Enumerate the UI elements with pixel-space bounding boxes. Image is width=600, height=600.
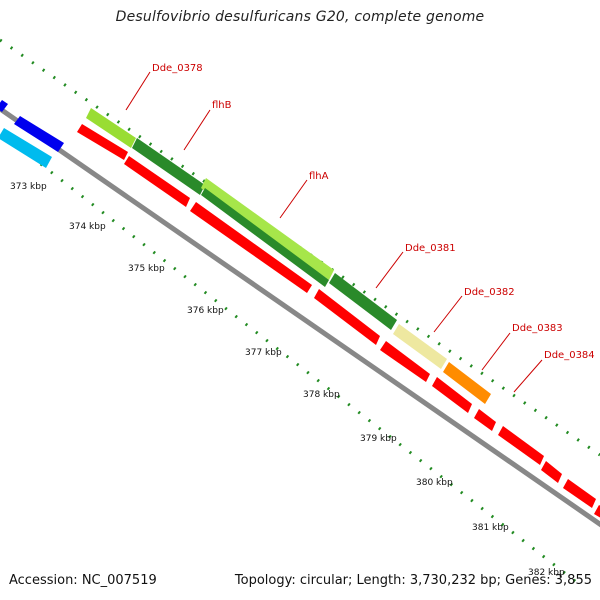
gene-flhb (132, 138, 205, 195)
inner-dotted-track (9, 138, 581, 587)
cds-arrow (474, 409, 496, 431)
cds-arrow (314, 289, 380, 345)
red-cds-strand (77, 124, 600, 518)
scale-label: 379 kbp (360, 434, 397, 444)
genome-backbone (0, 105, 600, 528)
scale-label: 381 kbp (472, 523, 509, 533)
gene-label: Dde_0378 (152, 63, 203, 74)
gene-flha-dark (201, 188, 329, 287)
cds-arrow (77, 124, 128, 160)
gene-label: Dde_0383 (512, 323, 563, 334)
cds-arrow (190, 202, 312, 293)
gene-label: flhA (309, 171, 329, 182)
gene-blue (14, 116, 64, 152)
genome-summary: Topology: circular; Length: 3,730,232 bp… (234, 573, 592, 588)
cds-arrow (498, 426, 544, 465)
scale-label: 374 kbp (69, 222, 106, 232)
scale-label: 373 kbp (10, 182, 47, 192)
scale-label: 377 kbp (245, 348, 282, 358)
scale-label: 375 kbp (128, 264, 165, 274)
map-title: Desulfovibrio desulfuricans G20, complet… (115, 9, 485, 25)
gene-blue-small (0, 100, 8, 112)
gene-dde0383 (443, 362, 491, 404)
cds-arrow (541, 461, 562, 483)
gene-label: flhB (212, 100, 232, 111)
gene-dde0381 (329, 273, 397, 330)
scale-label: 376 kbp (187, 306, 224, 316)
cds-arrow (594, 505, 600, 518)
cds-arrow (432, 377, 472, 413)
gene-label: Dde_0384 (544, 350, 595, 361)
accession-text: Accession: NC_007519 (9, 573, 157, 588)
gene-label: Dde_0382 (464, 287, 515, 298)
scale-label: 378 kbp (303, 390, 340, 400)
cds-arrow (124, 156, 190, 207)
gene-label: Dde_0381 (405, 243, 456, 254)
scale-label: 380 kbp (416, 478, 453, 488)
gene-dde0382 (393, 324, 447, 369)
gene-flha-light (201, 178, 334, 280)
cds-arrow (563, 479, 596, 508)
gene-cyan (0, 128, 52, 168)
gene-callouts (125, 71, 543, 393)
gene-dde0378 (86, 108, 136, 148)
scale-label: 382 kbp (528, 568, 565, 578)
cds-arrow (380, 341, 430, 382)
